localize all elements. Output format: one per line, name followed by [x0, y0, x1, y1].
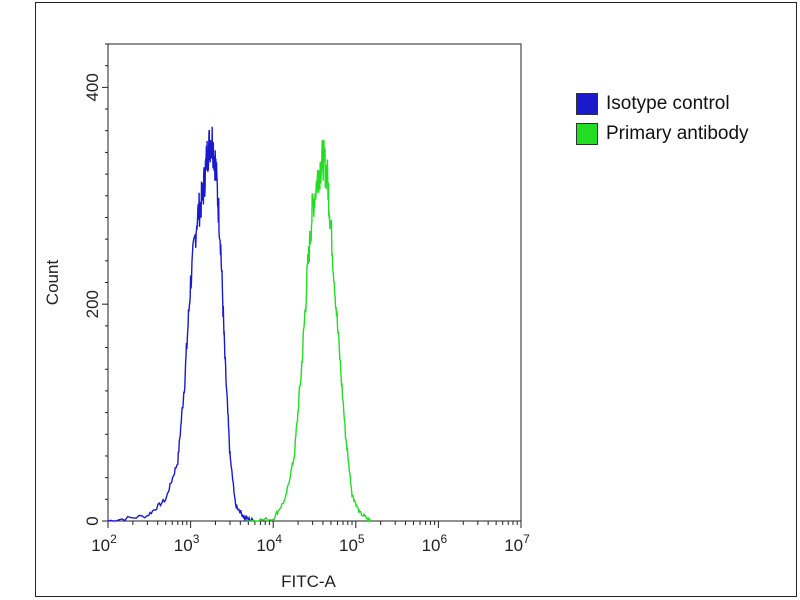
- x-tick-label: 106: [422, 532, 448, 555]
- y-tick-label: 0: [83, 516, 102, 525]
- x-tick-label: 104: [256, 532, 282, 555]
- legend-label-primary-antibody: Primary antibody: [606, 123, 749, 144]
- chart-frame: 0 200 400 102 103 104 105 106 107 FITC-A Count Iso…: [35, 2, 797, 597]
- y-tick-label: 200: [83, 290, 102, 318]
- plot-area-border: [107, 43, 522, 522]
- x-tick-label: 103: [174, 532, 200, 555]
- legend-item-primary-antibody: Primary antibody: [576, 119, 749, 149]
- flow-cytometry-histogram: 0 200 400 102 103 104 105 106 107 FITC-A Count: [43, 43, 530, 591]
- legend-label-isotype-control: Isotype control: [606, 93, 730, 114]
- x-tick-label: 107: [504, 532, 530, 555]
- series-line-primary-antibody: [248, 139, 371, 524]
- legend: Isotype control Primary antibody: [576, 89, 749, 149]
- x-tick-label: 102: [91, 532, 117, 555]
- y-tick-label: 400: [83, 73, 102, 101]
- legend-swatch-isotype-control: [576, 93, 598, 115]
- legend-item-isotype-control: Isotype control: [576, 89, 749, 119]
- series-line-isotype-control: [107, 126, 255, 522]
- y-axis-label: Count: [43, 260, 62, 306]
- x-axis-label: FITC-A: [281, 572, 336, 591]
- x-tick-label: 105: [339, 532, 365, 555]
- legend-swatch-primary-antibody: [576, 123, 598, 145]
